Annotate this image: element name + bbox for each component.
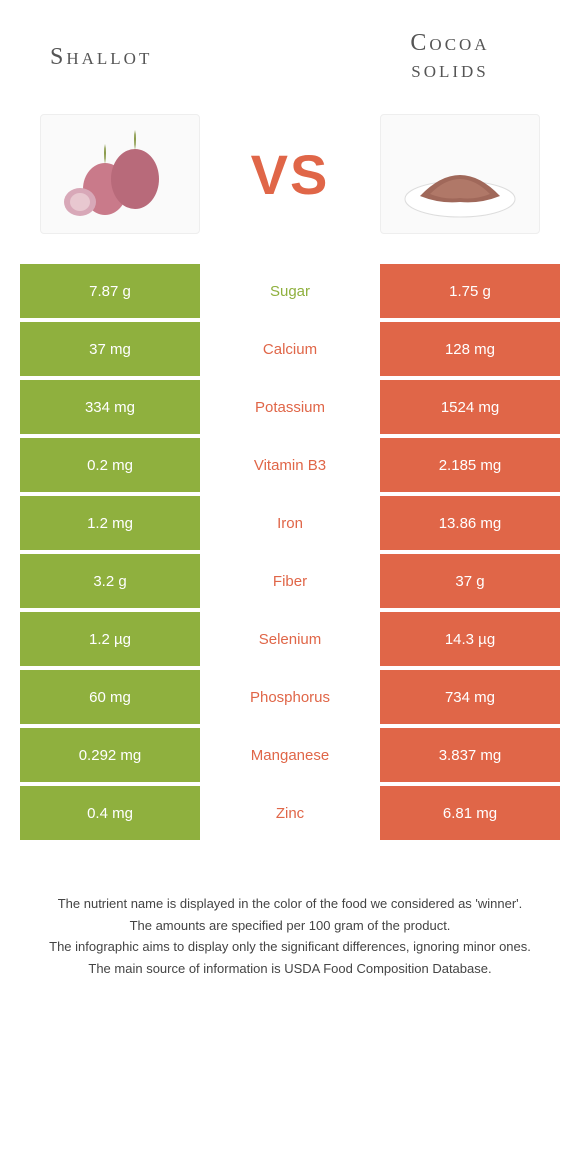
right-value: 3.837 mg <box>380 728 560 782</box>
footer-line: The main source of information is USDA F… <box>30 959 550 979</box>
table-row: 60 mgPhosphorus734 mg <box>20 670 560 724</box>
nutrient-label: Selenium <box>200 612 380 666</box>
cocoa-image <box>380 114 540 234</box>
nutrient-label: Potassium <box>200 380 380 434</box>
footer-notes: The nutrient name is displayed in the co… <box>0 844 580 978</box>
nutrient-label: Manganese <box>200 728 380 782</box>
left-value: 37 mg <box>20 322 200 376</box>
right-value: 1.75 g <box>380 264 560 318</box>
right-value: 128 mg <box>380 322 560 376</box>
left-value: 334 mg <box>20 380 200 434</box>
table-row: 0.2 mgVitamin B32.185 mg <box>20 438 560 492</box>
right-value: 2.185 mg <box>380 438 560 492</box>
nutrient-label: Fiber <box>200 554 380 608</box>
vs-label: VS <box>251 142 330 207</box>
footer-line: The nutrient name is displayed in the co… <box>30 894 550 914</box>
images-row: VS <box>0 104 580 264</box>
shallot-image <box>40 114 200 234</box>
table-row: 0.4 mgZinc6.81 mg <box>20 786 560 840</box>
right-value: 37 g <box>380 554 560 608</box>
nutrient-label: Calcium <box>200 322 380 376</box>
right-value: 734 mg <box>380 670 560 724</box>
table-row: 1.2 µgSelenium14.3 µg <box>20 612 560 666</box>
left-value: 1.2 mg <box>20 496 200 550</box>
left-value: 7.87 g <box>20 264 200 318</box>
cocoa-icon <box>390 124 530 224</box>
left-value: 0.292 mg <box>20 728 200 782</box>
left-value: 0.4 mg <box>20 786 200 840</box>
table-row: 3.2 gFiber37 g <box>20 554 560 608</box>
nutrient-label: Vitamin B3 <box>200 438 380 492</box>
shallot-icon <box>50 124 190 224</box>
nutrient-table: 7.87 gSugar1.75 g37 mgCalcium128 mg334 m… <box>0 264 580 840</box>
table-row: 1.2 mgIron13.86 mg <box>20 496 560 550</box>
right-value: 13.86 mg <box>380 496 560 550</box>
left-value: 0.2 mg <box>20 438 200 492</box>
table-row: 0.292 mgManganese3.837 mg <box>20 728 560 782</box>
right-value: 14.3 µg <box>380 612 560 666</box>
footer-line: The amounts are specified per 100 gram o… <box>30 916 550 936</box>
table-row: 37 mgCalcium128 mg <box>20 322 560 376</box>
right-value: 1524 mg <box>380 380 560 434</box>
left-food-title: Shallot <box>50 44 152 71</box>
nutrient-label: Iron <box>200 496 380 550</box>
left-value: 1.2 µg <box>20 612 200 666</box>
right-food-title: Cocoa solids <box>370 30 530 84</box>
nutrient-label: Zinc <box>200 786 380 840</box>
table-row: 334 mgPotassium1524 mg <box>20 380 560 434</box>
footer-line: The infographic aims to display only the… <box>30 937 550 957</box>
header: Shallot Cocoa solids <box>0 0 580 104</box>
table-row: 7.87 gSugar1.75 g <box>20 264 560 318</box>
left-value: 60 mg <box>20 670 200 724</box>
left-value: 3.2 g <box>20 554 200 608</box>
nutrient-label: Phosphorus <box>200 670 380 724</box>
right-value: 6.81 mg <box>380 786 560 840</box>
nutrient-label: Sugar <box>200 264 380 318</box>
